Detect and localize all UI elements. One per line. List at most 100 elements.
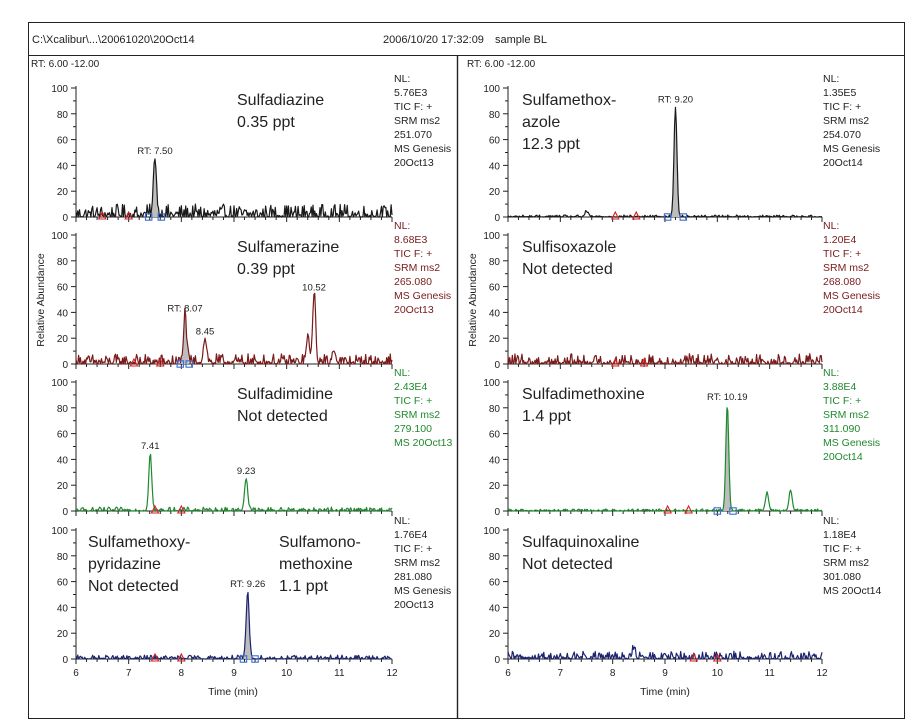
integration-marker-square [679,213,688,221]
y-tick-label: 40 [57,455,69,466]
sample-name: sample BL [495,34,547,46]
x-tick-label: 11 [334,668,345,679]
nl-info-line: NL: [823,220,839,232]
x-tick-label: 6 [505,668,511,679]
peak-label: 10.52 [302,283,326,294]
compound-name: Not detected [522,556,613,573]
nl-info-line: 301.080 [823,571,861,583]
compound-name: 0.35 ppt [237,114,295,131]
y-tick-label: 100 [483,84,500,95]
nl-info-line: 311.090 [823,423,860,435]
chromatogram-trace [75,292,393,365]
nl-info-line: TIC F: + [823,101,861,113]
peak-label: 9.23 [237,466,256,477]
compound-name: azole [522,114,560,131]
nl-info-line: 1.20E4 [823,234,856,246]
y-tick-label: 80 [57,552,69,563]
nl-info-line: 20Oct13 [394,599,434,611]
compound-name: 12.3 ppt [522,136,580,153]
nl-info-line: MS 20Oct14 [823,585,882,597]
y-tick-label: 100 [483,231,500,242]
baseline-marker-triangle [712,652,722,662]
panel-right-3: 0 20 40 60 80 100 RT: 10.19 Sulfadimethoxine 1.4… [483,367,880,518]
compound-name: Sulfamethox- [522,92,616,109]
nl-info-line: 5.76E3 [394,87,427,99]
baseline-marker-triangle [176,652,186,662]
compound-name: Sulfadimethoxine [522,386,645,403]
compound-name: Sulfamethoxy- [88,534,190,551]
y-tick-label: 80 [489,404,501,415]
acquisition-datetime: 2006/10/20 17:32:09 [383,34,484,46]
y-tick-label: 40 [489,161,501,172]
nl-info-line: 20Oct13 [394,304,434,316]
x-tick-label: 8 [179,668,185,679]
compound-name: Sulfaquinoxaline [522,534,640,551]
x-tick-label: 10 [712,668,724,679]
chromatogram-trace [507,644,823,660]
compound-name-secondary: 1.1 ppt [279,578,328,595]
nl-info-line: SRM ms2 [394,115,440,127]
panel-left-3: 0 20 40 60 80 100 7.41 9.23 Sulfadimidine Not det… [51,367,452,518]
y-tick-label: 20 [57,187,69,198]
y-tick-label: 60 [489,283,501,294]
baseline-marker-triangle [610,357,620,367]
x-axis-title-left: Time (min) [208,686,258,698]
y-tick-label: 20 [489,629,501,640]
nl-info-line: 251.070 [394,129,432,141]
panel-right-2: 0 20 40 60 80 100 Sulfisoxazole Not detected NL:… [483,220,880,371]
y-axis-title-right: Relative Abundance [467,253,479,347]
y-tick-label: 0 [494,655,500,666]
y-tick-label: 0 [494,360,500,371]
y-tick-label: 0 [62,507,68,518]
compound-name: 0.39 ppt [237,261,295,278]
y-tick-label: 40 [489,603,501,614]
panel-left-2: 0 20 40 60 80 100 RT: 8.07 8.45 10.52 Sulfamerazi… [51,220,451,371]
chromatogram-trace [507,353,823,365]
y-tick-label: 40 [489,455,501,466]
integration-marker-square [663,213,672,221]
compound-name: Sulfadimidine [237,386,333,403]
y-tick-label: 0 [494,213,500,224]
integrated-peak-area [723,407,732,511]
baseline-marker-triangle [639,357,649,367]
chromatogram-trace [507,106,823,218]
y-axis-title-left: Relative Abundance [35,253,47,347]
peak-label: 8.45 [196,326,215,337]
x-tick-label: 10 [281,668,293,679]
baseline-marker-triangle [631,210,641,220]
nl-info-line: NL: [823,73,839,85]
nl-info-line: SRM ms2 [823,262,869,274]
y-tick-label: 80 [57,257,69,268]
nl-info-line: 254.070 [823,129,861,141]
x-tick-label: 6 [73,668,79,679]
y-tick-label: 100 [51,84,68,95]
nl-info-line: NL: [823,515,839,527]
nl-info-line: MS Genesis [394,585,451,597]
y-tick-label: 40 [57,308,69,319]
baseline-marker-triangle [663,504,673,514]
nl-info-line: 2.43E4 [394,381,427,393]
nl-info-line: TIC F: + [823,248,861,260]
y-tick-label: 20 [489,187,501,198]
integration-marker-square [729,507,737,515]
nl-info-line: 3.88E4 [823,381,856,393]
integration-marker-square [239,655,248,663]
y-tick-label: 80 [57,404,69,415]
nl-info-line: NL: [394,367,410,379]
nl-info-line: MS Genesis [394,143,451,155]
peak-label: RT: 9.26 [230,579,265,590]
nl-info-line: 279.100 [394,423,432,435]
nl-info-line: MS Genesis [394,290,451,302]
rt-range-left: RT: 6.00 -12.00 [31,59,100,70]
integration-marker-square [251,655,259,663]
nl-info-line: MS 20Oct13 [394,437,453,449]
integration-marker-square [713,507,722,515]
nl-info-line: MS Genesis [823,437,880,449]
x-axis-title-right: Time (min) [640,686,690,698]
baseline-marker-triangle [124,210,134,220]
nl-info-line: TIC F: + [823,543,861,555]
y-tick-label: 100 [483,378,500,389]
nl-info-line: 8.68E3 [394,234,427,246]
y-tick-label: 20 [489,481,501,492]
peak-label: 7.41 [141,441,160,452]
